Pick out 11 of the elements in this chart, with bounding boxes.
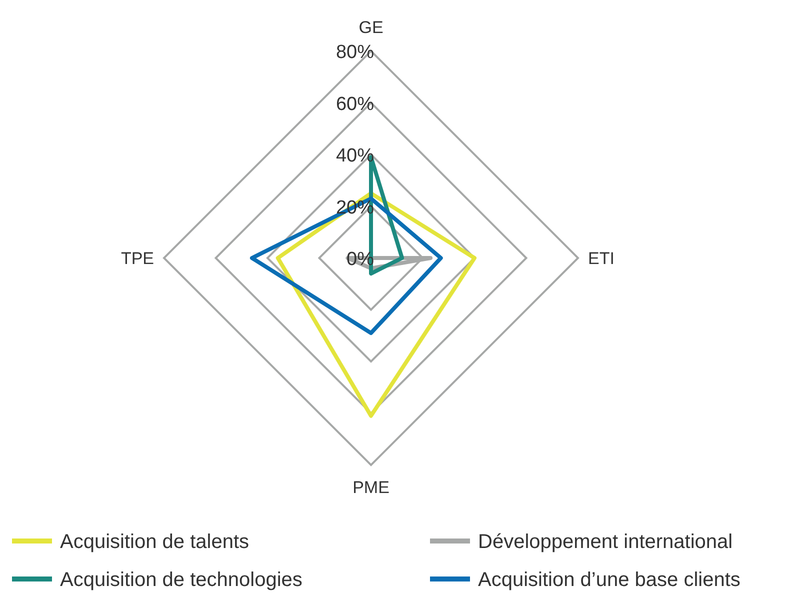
spoke-label: GE — [358, 18, 384, 37]
spoke-label: PME — [352, 478, 390, 497]
legend-label: Développement international — [478, 531, 733, 553]
legend-label: Acquisition de technologies — [60, 569, 302, 591]
y-tick-label: 80% — [336, 42, 374, 63]
spoke-label: ETI — [588, 249, 614, 268]
y-tick-label: 60% — [336, 94, 374, 115]
spoke-label: TPE — [120, 249, 154, 268]
legend-label: Acquisition d’une base clients — [478, 569, 740, 591]
legend-label: Acquisition de talents — [60, 531, 250, 553]
y-tick-label: 40% — [336, 146, 374, 166]
